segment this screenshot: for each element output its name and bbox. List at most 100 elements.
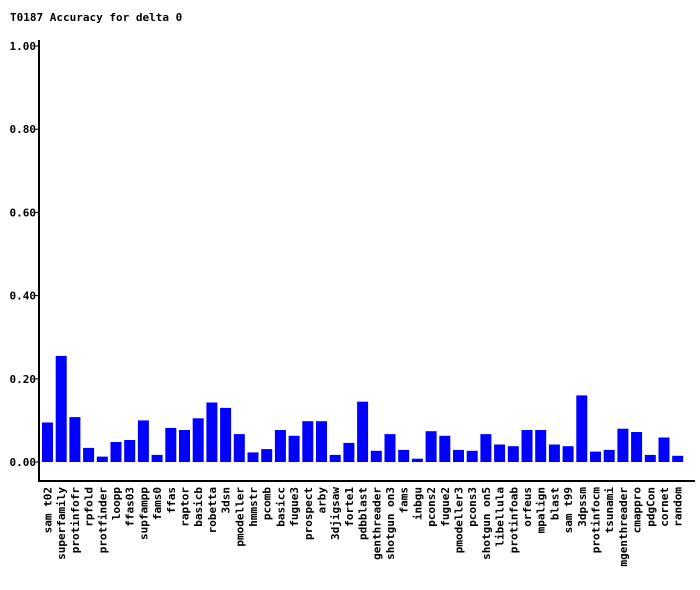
- bar: [425, 431, 437, 462]
- x-tick-label: supfampp: [137, 487, 150, 540]
- bar: [302, 421, 314, 462]
- y-tick-label: 0.00: [10, 456, 37, 469]
- x-tick-label: 3djigsaw: [329, 487, 342, 540]
- x-tick-label: shotgun on3: [384, 487, 397, 560]
- bar: [83, 447, 95, 462]
- bar: [316, 421, 327, 462]
- y-tick-label: 0.40: [10, 290, 37, 303]
- x-tick-label: genthreader: [370, 487, 383, 560]
- y-tick-label: 1.00: [10, 40, 37, 53]
- x-tick-label: orfeus: [521, 487, 534, 527]
- bar: [124, 440, 136, 462]
- x-tick-label: cmappro: [631, 487, 644, 534]
- bar: [658, 437, 670, 462]
- x-tick-label: pdbblast: [357, 487, 370, 540]
- bar: [644, 454, 656, 462]
- x-tick-label: prospect: [302, 487, 315, 540]
- x-tick-label: protinfoab: [507, 487, 520, 554]
- x-tick-label: loopp: [110, 487, 123, 520]
- bar: [261, 449, 273, 462]
- bar: [507, 446, 519, 462]
- bar: [329, 454, 341, 462]
- x-tick-label: random: [672, 487, 685, 527]
- bar: [617, 428, 629, 462]
- x-tick-label: robetta: [206, 487, 219, 533]
- bar: [576, 395, 588, 462]
- x-tick-label: sam t99: [562, 487, 575, 533]
- x-tick-label: tsunami: [603, 487, 616, 534]
- bar: [439, 435, 451, 462]
- bar: [220, 407, 232, 462]
- bar: [480, 434, 492, 462]
- x-tick-label: fams: [398, 487, 411, 514]
- x-tick-label: pdgCon: [644, 487, 657, 527]
- bar: [69, 417, 81, 462]
- bar-group: [42, 355, 684, 462]
- x-tick-label: basicc: [274, 487, 287, 527]
- y-tick-label: 0.60: [10, 206, 37, 219]
- x-tick-label: fugue3: [288, 487, 301, 527]
- bar: [603, 449, 615, 462]
- x-tick-label: pmodeller3: [453, 487, 466, 553]
- bar: [206, 402, 218, 462]
- x-tick-label: pcons2: [425, 487, 438, 527]
- x-tick-label: protinfocm: [590, 487, 603, 554]
- x-tick-label: libellula: [494, 487, 507, 547]
- bar: [384, 434, 396, 462]
- y-tick-label: 0.80: [10, 123, 37, 136]
- y-tick-label: 0.20: [10, 373, 37, 386]
- x-tick-label: fams0: [151, 487, 164, 520]
- bar: [631, 432, 643, 462]
- bar: [411, 458, 423, 462]
- x-tick-label: cornet: [658, 487, 671, 527]
- x-tick-label: ffas: [165, 487, 178, 514]
- x-tick-label: blast: [548, 487, 561, 520]
- bar: [192, 418, 204, 462]
- bar: [42, 422, 53, 462]
- x-tick-label: pcomb: [261, 487, 274, 520]
- bar: [562, 446, 574, 462]
- x-tick-label: hmmstr: [247, 487, 260, 527]
- bar: [535, 430, 547, 462]
- x-tick-label: raptor: [179, 487, 192, 527]
- bar: [453, 449, 464, 462]
- bar: [357, 401, 369, 462]
- y-tick-group: 0.00 0.20 0.40 0.60 0.80 1.00: [10, 40, 39, 469]
- bar: [179, 430, 190, 462]
- x-tick-label: shotgun on5: [480, 487, 493, 560]
- x-tick-label: pcons3: [466, 487, 479, 527]
- bar: [247, 452, 259, 462]
- x-tick-label-group: sam t02 superfamily protinfofr rpfold protfi…: [42, 487, 685, 567]
- chart-title: T0187 Accuracy for delta 0: [10, 11, 182, 24]
- bar: [590, 451, 601, 462]
- bar: [343, 442, 355, 462]
- x-tick-label: basicb: [192, 487, 205, 527]
- bar: [96, 456, 108, 462]
- x-tick-label: ffas03: [124, 487, 137, 527]
- x-tick-label: mgenthreader: [617, 487, 630, 567]
- x-tick-label: 3dpssm: [576, 487, 589, 527]
- x-tick-label: fugue2: [439, 487, 452, 527]
- x-tick-label: sam t02: [42, 487, 55, 533]
- bar: [165, 427, 177, 462]
- x-tick-label: protinfofr: [69, 487, 82, 554]
- bar: [288, 435, 300, 462]
- bar: [398, 449, 410, 462]
- x-tick-label: 3dsn: [220, 487, 233, 514]
- bar: [110, 442, 122, 462]
- bar: [151, 454, 163, 462]
- bar: [466, 450, 478, 462]
- bar: [548, 444, 560, 462]
- bar: [274, 430, 286, 462]
- bar: [521, 430, 533, 462]
- x-tick-label: mpalign: [535, 487, 548, 533]
- bar: [55, 355, 67, 462]
- x-tick-label: rpfold: [83, 487, 96, 527]
- x-tick-label: superfamily: [55, 487, 68, 560]
- bar: [370, 450, 382, 462]
- x-tick-label: forte1: [343, 487, 356, 527]
- x-tick-label: inbgu: [411, 487, 424, 520]
- x-tick-label: arby: [316, 487, 329, 514]
- x-tick-label: pmodeller: [233, 487, 246, 547]
